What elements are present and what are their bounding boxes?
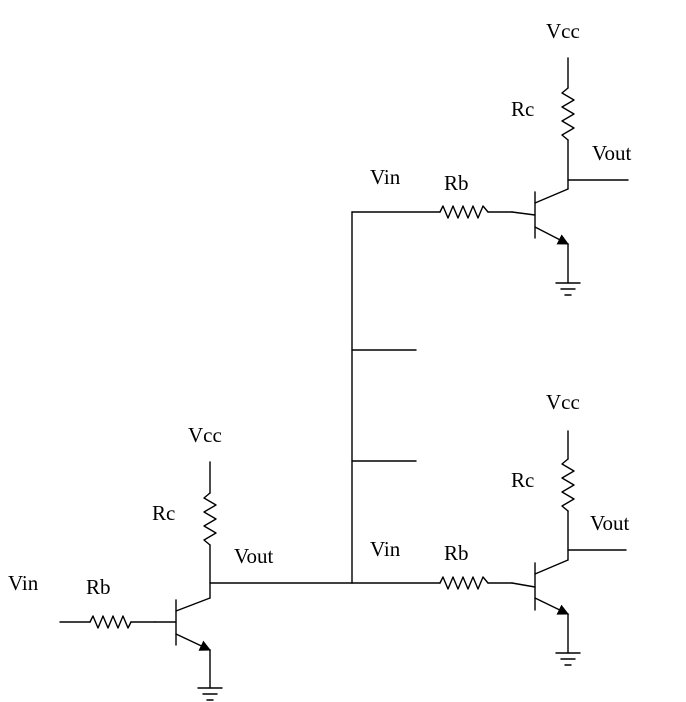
driver-stage: Vin Rb Rc Vcc Vout [8,423,353,701]
bottom-vin-label: Vin [370,537,401,561]
top-rc-label: Rc [511,97,534,121]
bottom-ground-symbol [555,652,581,666]
driver-transistor [154,597,212,651]
bottom-vcc-label: Vcc [546,390,580,414]
top-vcc-label: Vcc [546,19,580,43]
top-vin-label: Vin [370,165,401,189]
top-ground-symbol [555,282,581,296]
bottom-base-wire [511,582,536,588]
bottom-rb-label: Rb [444,541,469,565]
fanout-bus [351,211,417,584]
top-collector-lead [534,188,569,204]
driver-collector-lead [175,597,211,612]
bottom-emitter-lead [534,597,570,615]
top-vout-label: Vout [592,141,631,165]
bottom-transistor [534,559,570,615]
bottom-rc-label: Rc [511,468,534,492]
bottom-rc-resistor [561,458,575,512]
driver-rc-label: Rc [152,501,175,525]
driver-rc-resistor [203,492,217,546]
bottom-rb-resistor [439,576,489,590]
driver-emitter-lead [175,633,212,651]
driver-rb-resistor [89,615,132,629]
driver-ground-symbol [197,687,223,701]
bottom-vout-label: Vout [590,511,629,535]
top-transistor [534,188,569,245]
top-rb-resistor [439,205,489,219]
driver-vin-label: Vin [8,571,39,595]
load-stage-top: Vin Rb Rc Vcc Vout [351,19,631,296]
driver-vcc-label: Vcc [188,423,222,447]
top-rb-label: Rb [444,171,469,195]
top-rc-resistor [561,87,575,141]
driver-vout-label: Vout [234,544,273,568]
driver-rb-label: Rb [86,575,111,599]
top-base-wire [511,211,536,216]
load-stage-bottom: Vin Rb Rc Vcc Vout [351,390,629,666]
top-emitter-lead [534,226,569,245]
bottom-collector-lead [534,559,569,575]
